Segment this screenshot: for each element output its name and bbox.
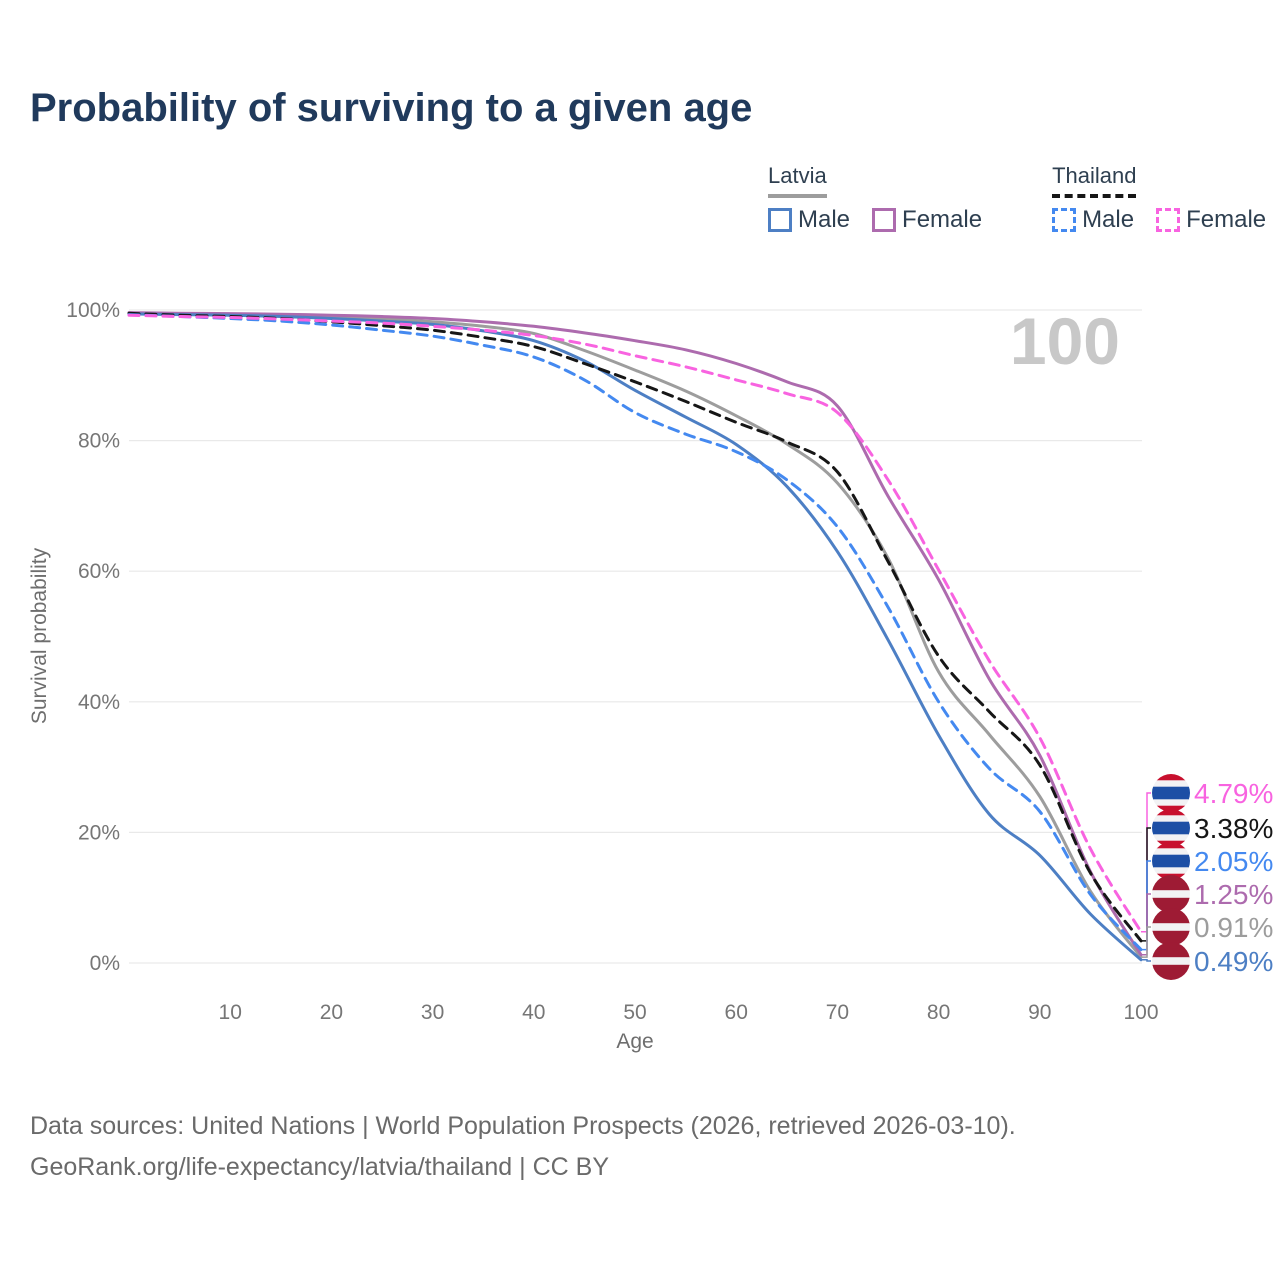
- x-tick-label: 70: [826, 1001, 849, 1024]
- latvia-female-swatch-icon[interactable]: [872, 208, 897, 232]
- y-axis-title: Survival probability: [28, 547, 51, 724]
- x-tick-label: 50: [623, 1001, 646, 1024]
- curve-latvia_male: [127, 312, 1143, 962]
- legend-label-thailand-female: Female: [1186, 206, 1267, 233]
- legend-label-latvia-female: Female: [902, 206, 983, 233]
- y-tick-label: 20%: [78, 821, 120, 844]
- x-tick-label: 60: [725, 1001, 748, 1024]
- legend-group-thailand: Thailand Male Female: [1052, 163, 1266, 234]
- end-label-latvia_total: 0.91%: [1194, 912, 1273, 943]
- y-tick-label: 40%: [78, 691, 120, 714]
- latvia-male-swatch-icon[interactable]: [768, 208, 792, 232]
- legend: Latvia Male Female Thailand Male Female: [768, 163, 1268, 234]
- x-tick-label: 30: [421, 1001, 444, 1024]
- legend-group-latvia: Latvia Male Female: [768, 163, 982, 234]
- end-label-thailand_female: 4.79%: [1194, 778, 1273, 809]
- curve-latvia_total: [127, 311, 1143, 959]
- axis-ticks: 100% 80% 60% 40% 20% 0% 10 20 30 40 50 60 70 80 90 100: [66, 299, 1158, 1024]
- legend-label-thailand-male: Male: [1082, 206, 1135, 233]
- y-tick-label: 80%: [78, 430, 120, 453]
- footer-attribution: GeoRank.org/life-expectancy/latvia/thail…: [30, 1153, 610, 1181]
- x-axis-title: Age: [616, 1030, 653, 1053]
- flag-icon-thailand: [1152, 809, 1190, 847]
- end-label-thailand_male: 2.05%: [1194, 846, 1273, 877]
- x-tick-label: 40: [522, 1001, 545, 1024]
- flag-icon-latvia: [1152, 875, 1190, 913]
- y-tick-label: 100%: [66, 299, 120, 322]
- flag-icon-latvia: [1152, 908, 1190, 946]
- end-label-latvia_female: 1.25%: [1194, 879, 1273, 910]
- footer-sources: Data sources: United Nations | World Pop…: [30, 1112, 1016, 1140]
- leader-line-latvia_male: [1141, 959, 1151, 962]
- x-tick-label: 20: [320, 1001, 343, 1024]
- end-label-latvia_male: 0.49%: [1194, 946, 1273, 977]
- survival-curves: [127, 311, 1143, 962]
- legend-item-thailand-female[interactable]: Female: [1156, 206, 1266, 234]
- flag-icon-thailand: [1152, 774, 1190, 812]
- footer: Data sources: United Nations | World Pop…: [30, 1106, 1180, 1188]
- legend-country-thailand: Thailand: [1052, 163, 1137, 198]
- legend-item-thailand-male[interactable]: Male: [1052, 206, 1134, 234]
- x-tick-label: 100: [1123, 1001, 1158, 1024]
- leader-line-thailand_male: [1141, 860, 1151, 951]
- legend-item-latvia-male[interactable]: Male: [768, 206, 850, 234]
- series-end-labels: 4.79% 3.38%2.05%1.25%0.91%0.49%: [1141, 774, 1273, 980]
- curve-latvia_female: [127, 311, 1143, 957]
- end-label-thailand_total: 3.38%: [1194, 813, 1273, 844]
- y-tick-label: 0%: [90, 952, 120, 975]
- legend-item-latvia-female[interactable]: Female: [872, 206, 982, 234]
- curve-thailand_male: [127, 313, 1143, 952]
- legend-country-latvia: Latvia: [768, 163, 827, 198]
- curve-thailand_total: [127, 311, 1143, 943]
- x-tick-label: 80: [927, 1001, 950, 1024]
- thailand-female-swatch-icon[interactable]: [1156, 208, 1181, 232]
- y-tick-label: 60%: [78, 560, 120, 583]
- x-tick-label: 10: [219, 1001, 242, 1024]
- leader-line-latvia_female: [1141, 893, 1151, 956]
- gridlines: [129, 309, 1142, 964]
- age-counter-watermark: 100: [1010, 304, 1120, 378]
- page-title: Probability of surviving to a given age: [30, 86, 753, 130]
- curve-thailand_female: [127, 313, 1143, 934]
- flag-icon-latvia: [1152, 942, 1190, 980]
- leader-line-thailand_total: [1141, 827, 1151, 942]
- x-tick-label: 90: [1028, 1001, 1051, 1024]
- legend-label-latvia-male: Male: [798, 206, 851, 233]
- thailand-male-swatch-icon[interactable]: [1052, 208, 1077, 232]
- flag-icon-thailand: [1152, 842, 1190, 880]
- leader-line-thailand_female: [1141, 792, 1151, 933]
- leader-line-latvia_total: [1141, 926, 1151, 958]
